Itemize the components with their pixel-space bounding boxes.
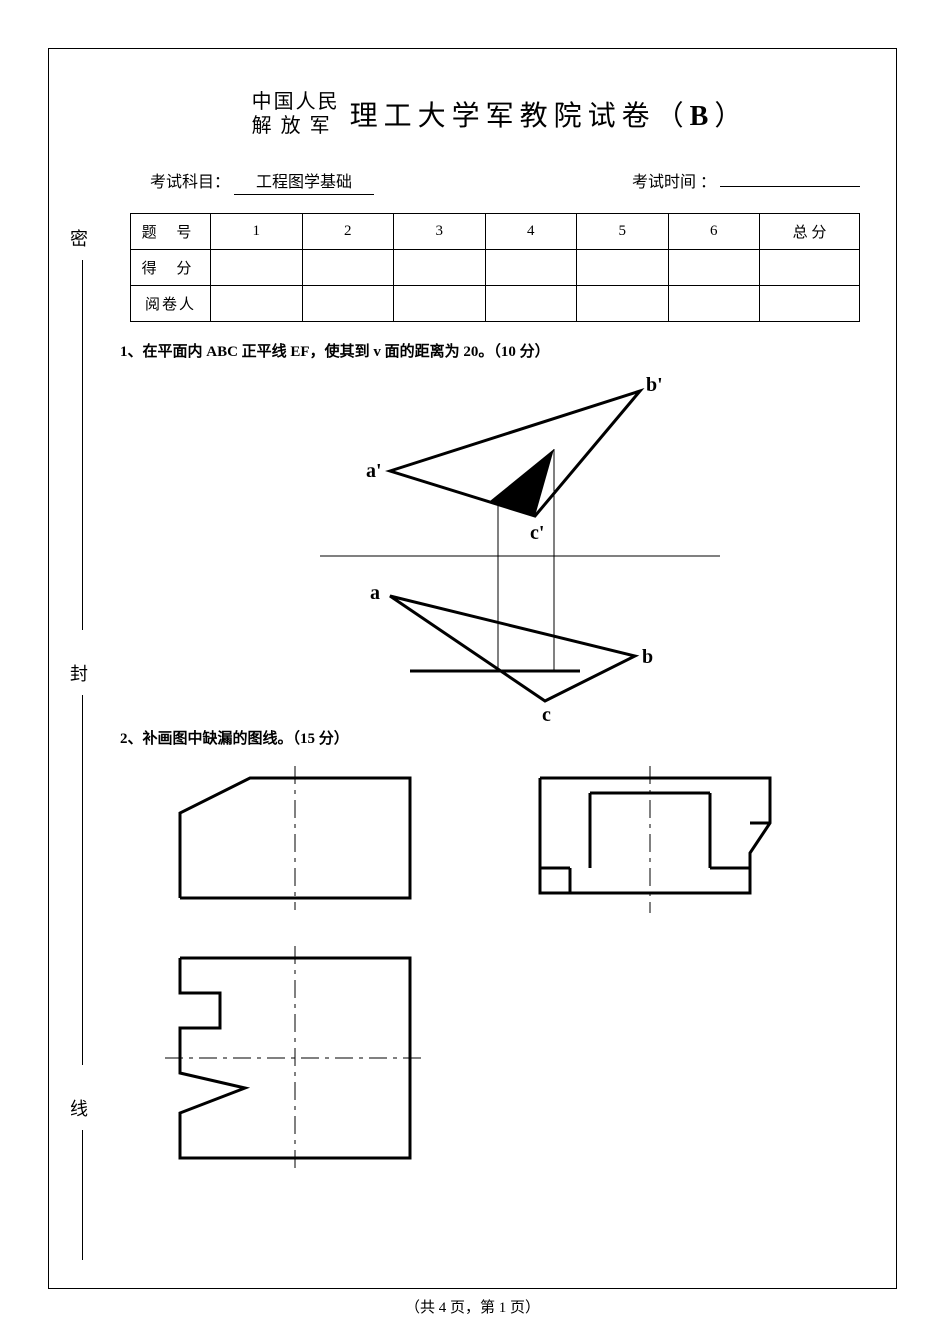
cell	[211, 250, 303, 286]
th-label: 题 号	[131, 214, 211, 250]
th-4: 4	[485, 214, 577, 250]
time-block: 考试时间 ：	[632, 168, 860, 195]
th-1: 1	[211, 214, 303, 250]
cell	[668, 286, 760, 322]
q2-svg	[120, 758, 860, 1178]
figure-q1: a' b' c' a b c	[120, 371, 860, 721]
subject-block: 考试科目： 工程图学基础	[150, 168, 374, 195]
cell	[211, 286, 303, 322]
title-stack-line2: 解 放 军	[252, 115, 332, 137]
title-main: 理工大学军教院试卷（B）	[350, 94, 749, 134]
title-main-close: ）	[714, 101, 748, 132]
cell	[394, 286, 486, 322]
info-row: 考试科目： 工程图学基础 考试时间 ：	[150, 168, 860, 195]
svg-text:a': a'	[366, 460, 382, 482]
th-5: 5	[577, 214, 669, 250]
th-total: 总 分	[760, 214, 860, 250]
binding-line-3	[82, 1130, 83, 1260]
title-main-text: 理工大学军教院试卷（	[350, 101, 690, 132]
svg-text:c: c	[542, 704, 551, 721]
svg-text:c': c'	[530, 522, 544, 544]
th-2: 2	[302, 214, 394, 250]
figure-q2	[120, 758, 860, 1178]
question-2: 2、补画图中缺漏的图线。（15 分）	[120, 727, 880, 748]
subject-value: 工程图学基础	[234, 168, 374, 195]
cell	[302, 286, 394, 322]
table-row-header: 题 号 1 2 3 4 5 6 总 分	[131, 214, 860, 250]
row-score-label: 得 分	[131, 250, 211, 286]
title-block: 中国人民 解 放 军 理工大学军教院试卷（B）	[120, 90, 880, 138]
cell	[394, 250, 486, 286]
score-table: 题 号 1 2 3 4 5 6 总 分 得 分 阅卷人	[130, 213, 860, 322]
binding-char-mi: 密	[70, 225, 88, 251]
q1-svg: a' b' c' a b c	[120, 371, 860, 721]
cell	[760, 250, 860, 286]
binding-line-2	[82, 695, 83, 1065]
svg-text:a: a	[370, 582, 380, 604]
subject-label: 考试科目：	[150, 174, 230, 191]
title-stack-line1: 中国人民	[252, 91, 340, 113]
time-value	[720, 184, 860, 187]
cell	[485, 286, 577, 322]
time-label: 考试时间 ：	[632, 174, 716, 191]
cell	[577, 286, 669, 322]
cell	[577, 250, 669, 286]
cell	[760, 286, 860, 322]
table-row-grader: 阅卷人	[131, 286, 860, 322]
binding-char-xian: 线	[70, 1095, 88, 1121]
th-3: 3	[394, 214, 486, 250]
row-grader-label: 阅卷人	[131, 286, 211, 322]
content-area: 中国人民 解 放 军 理工大学军教院试卷（B） 考试科目： 工程图学基础 考试时…	[120, 60, 880, 1178]
cell	[485, 250, 577, 286]
table-row-score: 得 分	[131, 250, 860, 286]
title-stack: 中国人民 解 放 军	[252, 90, 340, 138]
cell	[302, 250, 394, 286]
title-letter: B	[690, 101, 715, 132]
cell	[668, 250, 760, 286]
question-1: 1、在平面内 ABC 正平线 EF，使其到 v 面的距离为 20。（10 分）	[120, 340, 880, 361]
th-6: 6	[668, 214, 760, 250]
binding-line-1	[82, 260, 83, 630]
binding-column: 密 封 线	[60, 60, 105, 1277]
svg-text:b': b'	[646, 374, 663, 396]
page-footer: （共 4 页，第 1 页）	[0, 1296, 945, 1317]
svg-text:b: b	[642, 646, 653, 668]
binding-char-feng: 封	[70, 660, 88, 686]
